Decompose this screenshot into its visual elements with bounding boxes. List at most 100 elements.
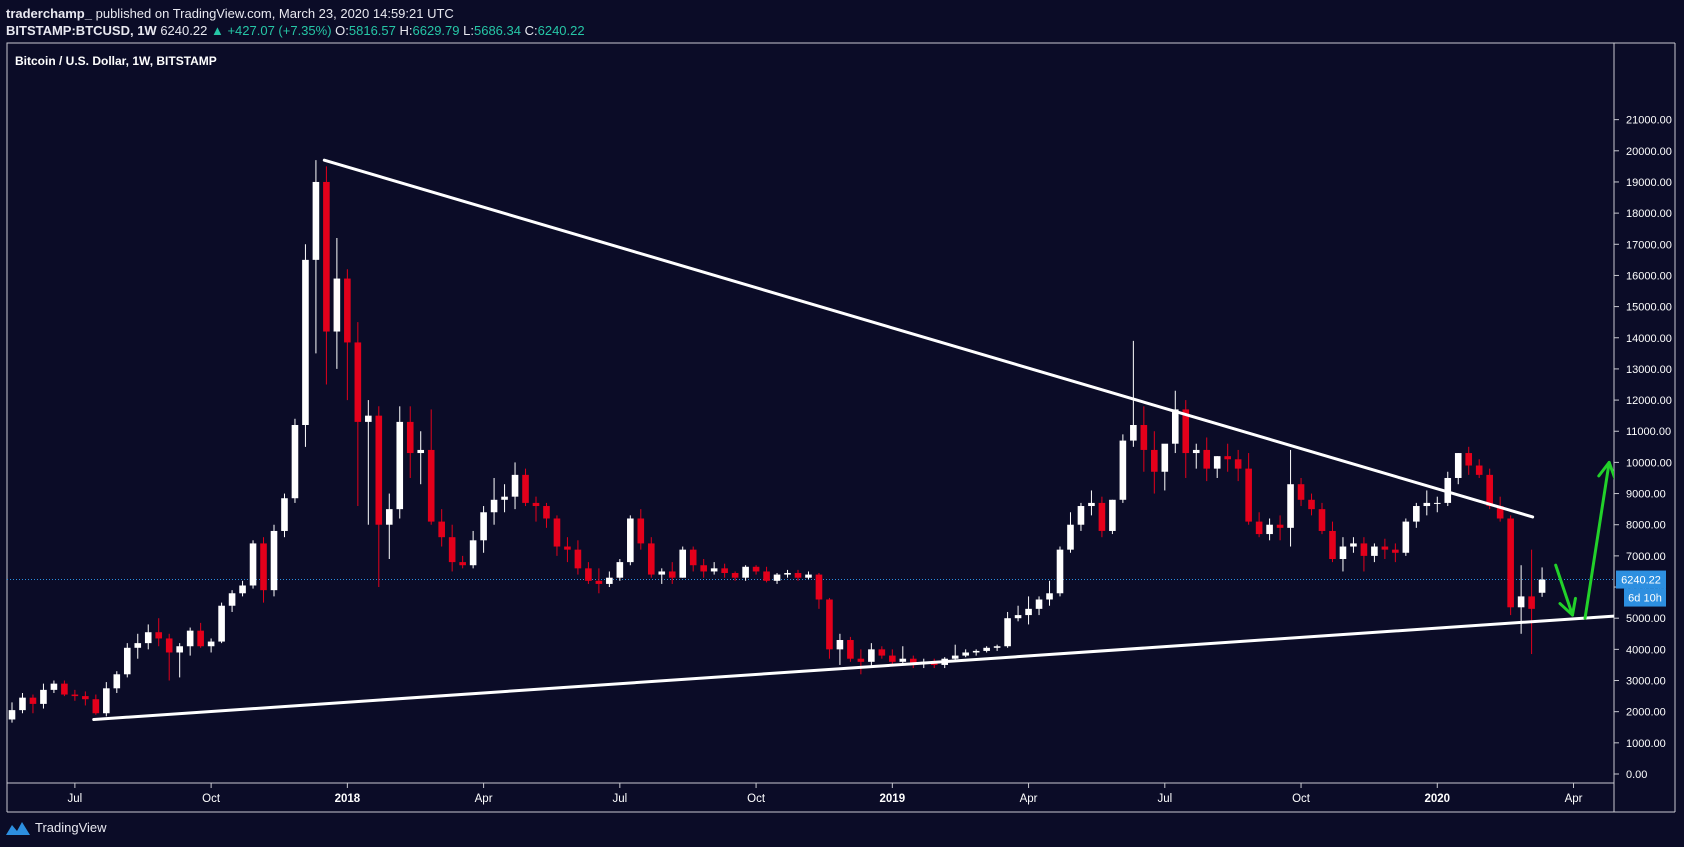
tradingview-footer[interactable]: TradingView	[6, 820, 107, 835]
price-tag	[1616, 570, 1666, 589]
candle-up	[1067, 524, 1074, 550]
low-label: L:	[463, 23, 474, 38]
candle-down	[260, 543, 267, 591]
candle-down	[1528, 596, 1535, 609]
candle-down	[637, 518, 645, 544]
candle-up	[1119, 440, 1127, 500]
published-info: published on TradingView.com, March 23, …	[95, 6, 454, 21]
candle-down	[522, 474, 529, 503]
last-price: 6240.22	[160, 23, 208, 38]
candle-up	[50, 683, 58, 690]
candle-down	[689, 549, 697, 566]
x-tick-label: 2018	[335, 793, 361, 805]
candle-up	[1371, 546, 1378, 556]
candle-up	[1454, 453, 1462, 478]
candle-up	[239, 585, 246, 594]
candle-down	[564, 546, 571, 550]
candle-up	[805, 574, 812, 578]
y-tick-label: 16000.00	[1626, 270, 1672, 282]
y-tick-label: 5000.00	[1626, 613, 1666, 625]
candle-up	[1287, 484, 1294, 528]
candle-down	[197, 630, 204, 647]
x-tick-label: Oct	[1292, 793, 1311, 805]
y-tick-label: 18000.00	[1626, 208, 1672, 220]
countdown-value: 6d 10h	[1628, 593, 1662, 605]
candle-up	[365, 415, 372, 422]
candle-up	[1077, 506, 1085, 525]
candle-down	[375, 415, 383, 525]
green-arrow-head	[1597, 460, 1614, 480]
candle-down	[29, 697, 37, 704]
candle-down	[826, 599, 833, 650]
countdown-tag	[1624, 588, 1666, 607]
candle-up	[186, 630, 194, 647]
x-tick-label: 2019	[880, 793, 906, 805]
y-tick-label: 4000.00	[1626, 644, 1666, 656]
candle-up	[134, 643, 142, 648]
close-label: C:	[524, 23, 538, 38]
candle-up	[469, 540, 477, 566]
candle-up	[480, 512, 487, 541]
candle-up	[1056, 549, 1064, 594]
candle-up	[511, 474, 519, 497]
candle-up	[1339, 546, 1347, 559]
y-tick-label: 11000.00	[1626, 426, 1671, 438]
candle-down	[1392, 549, 1399, 553]
y-tick-label: 3000.00	[1626, 676, 1666, 688]
y-tick-label: 17000.00	[1626, 239, 1672, 251]
candle-up	[1035, 599, 1043, 609]
candle-down	[71, 694, 79, 697]
y-tick-label: 15000.00	[1626, 302, 1672, 314]
candle-up	[868, 649, 875, 662]
candle-up	[951, 655, 959, 659]
candle-down	[721, 568, 728, 574]
candle-down	[155, 632, 163, 639]
candle-up	[1088, 502, 1095, 507]
candle-up	[385, 509, 393, 525]
candle-up	[1423, 502, 1431, 507]
candle-up	[19, 697, 26, 711]
y-tick-label: 7000.00	[1626, 551, 1666, 563]
candle-up	[1014, 615, 1022, 619]
candle-up	[490, 499, 498, 513]
drawings	[92, 158, 1614, 721]
candle-down	[1224, 456, 1231, 460]
candle-up	[1213, 456, 1221, 469]
candle-up	[658, 571, 666, 575]
candle-down	[1098, 502, 1106, 531]
candle-down	[847, 640, 854, 659]
author-name[interactable]: traderchamp_	[6, 6, 92, 21]
y-tick-label: 2000.00	[1626, 707, 1666, 719]
x-tick-label: Apr	[475, 793, 493, 805]
candle-down	[909, 658, 917, 664]
candle-down	[532, 502, 540, 507]
candle-down	[585, 568, 592, 581]
publish-line: traderchamp_ published on TradingView.co…	[6, 6, 454, 21]
candle-up	[1171, 409, 1179, 444]
candle-down	[1496, 506, 1504, 519]
price-marker: 6240.22 6d 10h	[1616, 570, 1666, 607]
y-tick-label: 21000.00	[1626, 115, 1672, 127]
candle-up	[606, 577, 613, 584]
candle-down	[1465, 453, 1473, 466]
candle-down	[1329, 530, 1336, 559]
candle-down	[459, 562, 466, 566]
candle-up	[228, 593, 236, 606]
candle-down	[574, 549, 582, 569]
candle-down	[1245, 468, 1252, 522]
candle-up	[1413, 506, 1420, 522]
candle-down	[344, 278, 351, 343]
y-tick-label: 12000.00	[1626, 395, 1672, 407]
green-arrow-head	[1558, 596, 1577, 617]
y-tick-label: 9000.00	[1626, 489, 1666, 501]
symbol-label: BITSTAMP:BTCUSD, 1W	[6, 23, 157, 38]
candle-down	[700, 565, 707, 572]
candle-down	[553, 518, 561, 547]
candle-up	[1192, 449, 1200, 454]
candle-down	[82, 696, 89, 700]
candle-up	[993, 646, 1001, 648]
y-tick-label: 19000.00	[1626, 177, 1672, 189]
x-axis: JulOct2018AprJulOct2019AprJulOct2020AprJ…	[68, 783, 1583, 805]
candle-up	[40, 689, 47, 704]
